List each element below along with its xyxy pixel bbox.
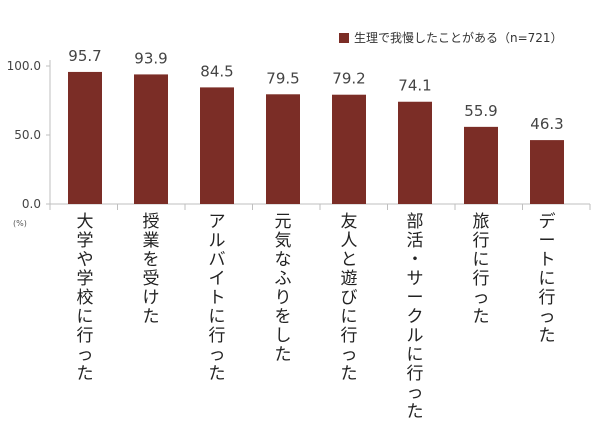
- bar-value-label: 95.7: [68, 47, 101, 65]
- bar-value-label: 74.1: [398, 77, 431, 95]
- category-label-char: ル: [407, 326, 424, 346]
- category-label-char: イ: [209, 269, 226, 289]
- category-label-char: と: [341, 250, 358, 270]
- category-label-char: っ: [77, 345, 94, 365]
- category-label-char: び: [341, 288, 358, 308]
- category-label-char: た: [539, 326, 556, 346]
- category-label-char: バ: [209, 250, 226, 270]
- bar-value-label: 84.5: [200, 62, 233, 80]
- category-label-char: を: [275, 307, 292, 327]
- category-label-char: ク: [407, 307, 424, 327]
- category-label-char: 学: [77, 269, 94, 289]
- category-label-char: デ: [539, 211, 556, 232]
- chart-legend: 生理で我慢したことがある（n=721）: [339, 30, 563, 45]
- category-label-char: 授: [143, 212, 160, 232]
- category-label-char: ー: [539, 231, 556, 251]
- category-label-char: に: [539, 269, 556, 289]
- category-label-char: 行: [407, 364, 424, 384]
- category-label-char: ト: [209, 288, 226, 308]
- category-label-char: に: [473, 250, 490, 270]
- bar-value-label: 46.3: [530, 115, 563, 133]
- category-label-char: け: [143, 288, 160, 308]
- bar: [332, 94, 366, 204]
- bar: [200, 87, 234, 204]
- legend-label: 生理で我慢したことがある（n=721）: [354, 30, 563, 45]
- category-label-char: ー: [407, 288, 424, 308]
- category-label-char: や: [77, 250, 94, 270]
- bars-layer: 95.7大学や学校に行った93.9授業を受けた84.5アルバイトに行った79.5…: [68, 47, 564, 422]
- category-label-char: っ: [539, 307, 556, 327]
- category-label-char: ・: [407, 250, 424, 270]
- category-label-char: 行: [209, 326, 226, 346]
- category-label-char: た: [473, 307, 490, 327]
- category-label-char: 遊: [341, 269, 358, 289]
- bar-value-label: 93.9: [134, 49, 167, 67]
- bar: [68, 71, 102, 205]
- category-label-char: た: [341, 364, 358, 384]
- y-tick-label: 100.0: [7, 59, 41, 73]
- category-label-char: 部: [407, 212, 424, 232]
- category-label-char: に: [341, 307, 358, 327]
- category-label-char: し: [275, 326, 292, 346]
- bar-value-label: 55.9: [464, 102, 497, 120]
- bar: [134, 74, 168, 204]
- category-label-char: 行: [473, 231, 490, 251]
- category-label-char: た: [209, 364, 226, 384]
- category-label-char: ト: [539, 250, 556, 270]
- category-label-char: サ: [407, 269, 424, 289]
- category-label-char: 行: [341, 326, 358, 346]
- category-label-char: た: [143, 307, 160, 327]
- y-tick-label: 0.0: [22, 197, 41, 211]
- category-label-char: ふ: [275, 269, 292, 289]
- bar: [398, 101, 432, 204]
- category-label-char: 行: [539, 288, 556, 308]
- category-label-char: ル: [209, 231, 226, 251]
- category-label-char: 旅: [473, 212, 490, 232]
- category-label-char: 受: [143, 269, 160, 289]
- category-label-char: っ: [407, 383, 424, 403]
- category-label-char: に: [209, 307, 226, 327]
- category-label-char: な: [275, 250, 292, 270]
- category-label-char: た: [407, 402, 424, 422]
- category-label-char: っ: [473, 288, 490, 308]
- y-axis-unit-label: (%): [13, 219, 27, 228]
- category-label-char: っ: [209, 345, 226, 365]
- category-label-char: 校: [77, 288, 94, 308]
- legend-swatch: [339, 33, 349, 43]
- category-label-char: 行: [77, 326, 94, 346]
- category-label-char: 気: [275, 231, 292, 251]
- category-label-char: に: [77, 307, 94, 327]
- category-label-char: 業: [143, 231, 160, 251]
- bar-value-label: 79.2: [332, 70, 365, 88]
- category-label-char: ア: [209, 212, 226, 232]
- bar-value-label: 79.5: [266, 69, 299, 87]
- bar: [464, 126, 498, 204]
- category-label-char: っ: [341, 345, 358, 365]
- category-label-char: 活: [407, 231, 424, 251]
- category-label-char: に: [407, 345, 424, 365]
- category-label-char: た: [275, 345, 292, 365]
- bar: [530, 140, 564, 204]
- category-label-char: を: [143, 250, 160, 270]
- category-label-char: 行: [473, 269, 490, 289]
- category-label-char: 学: [77, 231, 94, 251]
- category-label-char: 元: [275, 212, 292, 232]
- bar: [266, 94, 300, 204]
- category-label-char: 人: [341, 231, 358, 251]
- y-tick-label: 50.0: [14, 128, 41, 142]
- category-label-char: 友: [341, 212, 358, 232]
- category-label-char: 大: [77, 212, 94, 232]
- category-label-char: り: [275, 288, 292, 308]
- category-label-char: た: [77, 364, 94, 384]
